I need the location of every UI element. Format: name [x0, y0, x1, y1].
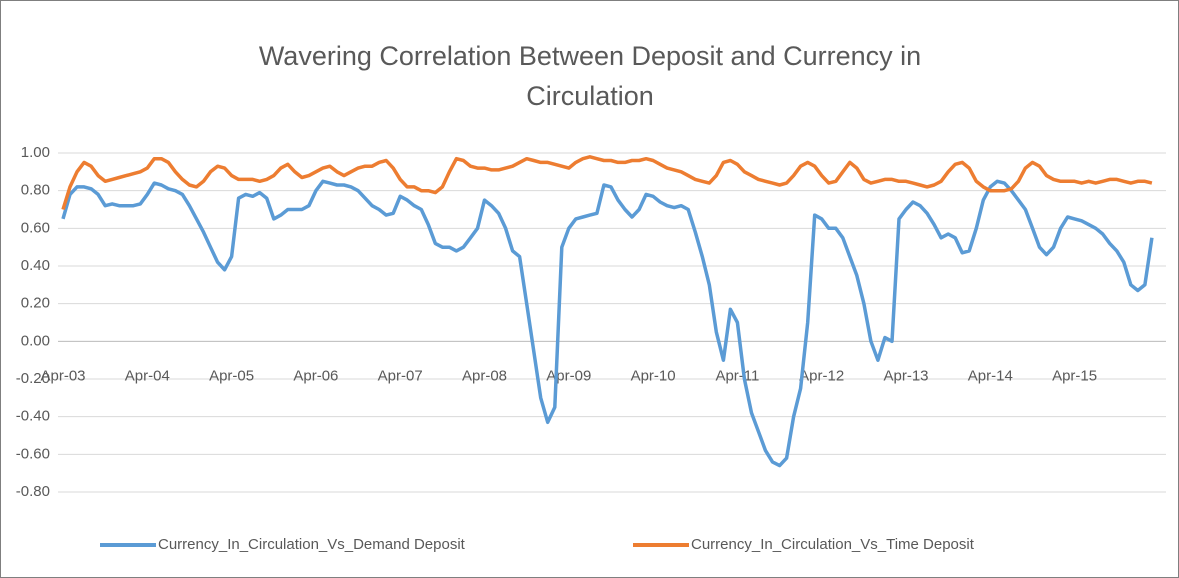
y-tick-label: 0.80 [21, 182, 50, 199]
y-tick-label: 0.60 [21, 219, 50, 236]
x-tick-label: Apr-06 [293, 367, 338, 384]
y-tick-label: -0.40 [16, 408, 50, 425]
series-line [61, 155, 1153, 211]
legend-label: Currency_In_Circulation_Vs_Time Deposit [691, 536, 975, 553]
x-tick-label: Apr-14 [968, 367, 1013, 384]
x-tick-label: Apr-13 [883, 367, 928, 384]
series-line [61, 179, 1154, 468]
y-tick-label: 0.40 [21, 257, 50, 274]
y-tick-label: -0.80 [16, 483, 50, 500]
y-tick-label: 0.20 [21, 295, 50, 312]
x-tick-label: Apr-15 [1052, 367, 1097, 384]
x-tick-label: Apr-11 [715, 367, 759, 384]
y-tick-label: 0.00 [21, 332, 50, 349]
y-tick-label: -0.60 [16, 445, 50, 462]
x-tick-label: Apr-09 [546, 367, 591, 384]
x-tick-label: Apr-03 [40, 367, 85, 384]
y-tick-label: 1.00 [21, 144, 50, 161]
chart-title: Wavering Correlation Between Deposit and… [258, 41, 922, 111]
x-tick-label: Apr-12 [799, 367, 844, 384]
legend-label: Currency_In_Circulation_Vs_Demand Deposi… [158, 536, 466, 553]
y-tick-label: -0.20 [16, 370, 50, 387]
x-tick-label: Apr-04 [125, 367, 170, 384]
x-tick-label: Apr-10 [631, 367, 676, 384]
x-tick-label: Apr-05 [209, 367, 254, 384]
x-tick-label: Apr-07 [378, 367, 423, 384]
x-tick-label: Apr-08 [462, 367, 507, 384]
